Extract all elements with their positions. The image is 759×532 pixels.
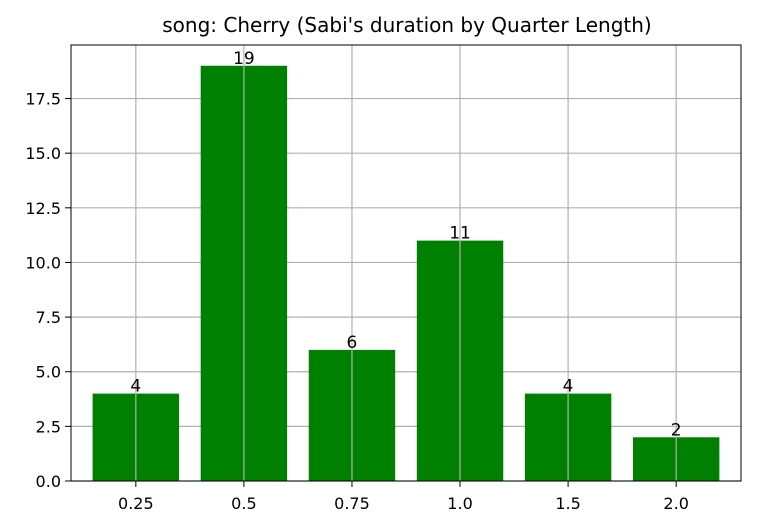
chart-title: song: Cherry (Sabi's duration by Quarter… bbox=[162, 13, 651, 37]
grid-lines bbox=[71, 97, 741, 482]
x-tick-label: 0.75 bbox=[334, 494, 370, 513]
bar-value-label: 4 bbox=[130, 377, 141, 397]
data-labels: 4 19 6 11 4 2 bbox=[130, 49, 681, 441]
bar-value-label: 4 bbox=[563, 377, 574, 397]
vertical-grid-lines bbox=[135, 45, 677, 481]
bars bbox=[92, 65, 720, 481]
y-tick-label: 0.0 bbox=[36, 472, 61, 491]
x-tick-label: 0.25 bbox=[118, 494, 154, 513]
x-tick-label: 2.0 bbox=[663, 494, 688, 513]
y-tick-label: 15.0 bbox=[25, 144, 61, 163]
axis-ticks: 0.0 2.5 5.0 7.5 10.0 12.5 15.0 17.5 0.25 0.5 0.75 1… bbox=[25, 90, 689, 513]
x-tick-label: 1.0 bbox=[447, 494, 472, 513]
bar-value-label: 6 bbox=[347, 333, 358, 353]
bar-value-label: 2 bbox=[671, 420, 682, 440]
bar-value-label: 19 bbox=[233, 49, 255, 69]
x-tick-label: 0.5 bbox=[231, 494, 256, 513]
plot-frame bbox=[70, 44, 742, 482]
x-tick-label: 1.5 bbox=[555, 494, 580, 513]
bar-value-label: 11 bbox=[449, 224, 471, 244]
y-tick-label: 17.5 bbox=[25, 90, 61, 109]
y-tick-label: 2.5 bbox=[36, 417, 61, 436]
y-tick-label: 12.5 bbox=[25, 199, 61, 218]
y-tick-label: 10.0 bbox=[25, 253, 61, 272]
y-tick-label: 5.0 bbox=[36, 363, 61, 382]
y-tick-label: 7.5 bbox=[36, 308, 61, 327]
